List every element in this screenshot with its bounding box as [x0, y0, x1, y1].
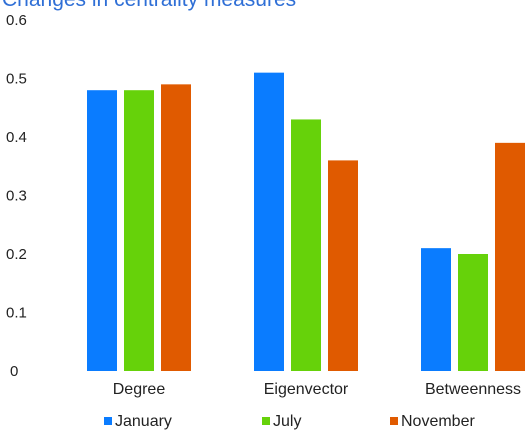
y-tick-label: 0 [10, 363, 18, 380]
bars [87, 72, 525, 372]
legend-swatch-november [390, 417, 398, 425]
legend-swatch-january [104, 417, 112, 425]
bar-july-degree [124, 90, 154, 371]
bar-november-betweenness [495, 142, 525, 371]
chart-title: Changes in centrality measures [2, 0, 296, 11]
bar-july-eigenvector [291, 119, 321, 371]
y-axis-ticks: 0 0.1 0.2 0.3 0.4 0.5 0.6 [6, 12, 27, 380]
bar-july-betweenness [458, 254, 488, 371]
bar-november-degree [161, 84, 191, 371]
legend-swatch-july [262, 417, 270, 425]
category-label: Degree [113, 381, 166, 398]
bar-january-betweenness [421, 248, 451, 371]
legend-label-january: January [115, 413, 172, 430]
y-tick-label: 0.2 [6, 246, 27, 263]
y-tick-label: 0.1 [6, 305, 27, 322]
category-label: Betweenness [425, 381, 521, 398]
category-label: Eigenvector [264, 381, 349, 398]
legend: January July November [104, 413, 475, 430]
legend-label-november: November [401, 413, 475, 430]
y-tick-label: 0.3 [6, 188, 27, 205]
x-axis-categories: Degree Eigenvector Betweenness [113, 381, 521, 398]
y-tick-label: 0.5 [6, 71, 27, 88]
legend-label-july: July [273, 413, 301, 430]
bar-january-eigenvector [254, 72, 284, 372]
bar-january-degree [87, 90, 117, 371]
y-tick-label: 0.6 [6, 12, 27, 29]
y-tick-label: 0.4 [6, 129, 27, 146]
bar-november-eigenvector [328, 160, 358, 371]
